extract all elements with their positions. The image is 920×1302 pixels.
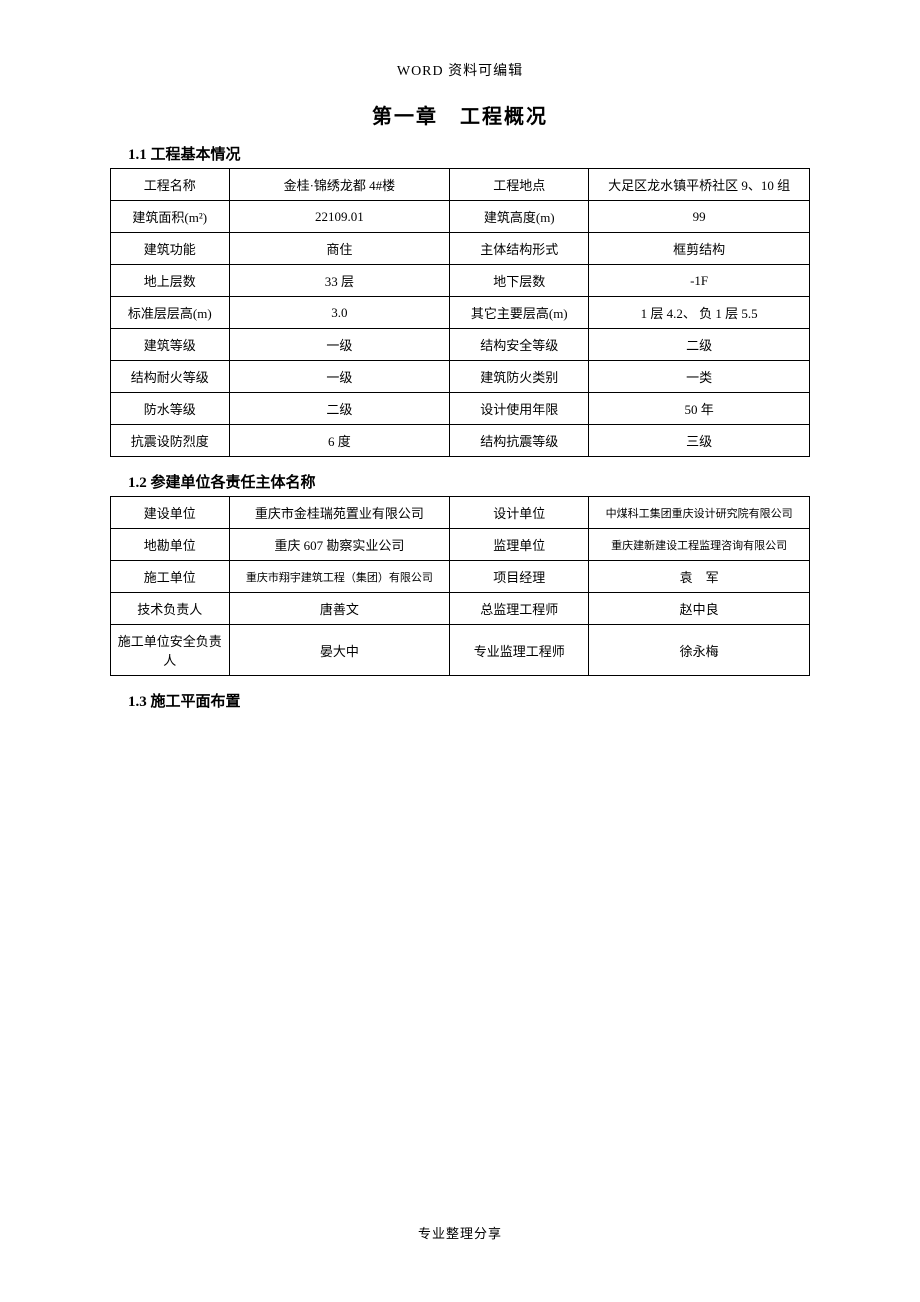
section-3-title: 1.3 施工平面布置 xyxy=(110,690,810,711)
cell-value: 中煤科工集团重庆设计研究院有限公司 xyxy=(589,497,810,529)
table-row: 结构耐火等级 一级 建筑防火类别 一类 xyxy=(111,361,810,393)
cell-value: 徐永梅 xyxy=(589,625,810,676)
cell-value: 商住 xyxy=(229,233,450,265)
table-row: 施工单位 重庆市翔宇建筑工程（集团）有限公司 项目经理 袁 军 xyxy=(111,561,810,593)
cell-value: 重庆市翔宇建筑工程（集团）有限公司 xyxy=(229,561,450,593)
cell-label: 主体结构形式 xyxy=(450,233,589,265)
cell-label: 结构耐火等级 xyxy=(111,361,230,393)
cell-value: 重庆建新建设工程监理咨询有限公司 xyxy=(589,529,810,561)
cell-value: 晏大中 xyxy=(229,625,450,676)
cell-value: 50 年 xyxy=(589,393,810,425)
section-2-title: 1.2 参建单位各责任主体名称 xyxy=(110,471,810,492)
cell-value: 三级 xyxy=(589,425,810,457)
page-header: WORD 资料可编辑 xyxy=(0,60,920,80)
table-row: 建筑等级 一级 结构安全等级 二级 xyxy=(111,329,810,361)
cell-value: 33 层 xyxy=(229,265,450,297)
cell-label: 施工单位安全负责人 xyxy=(111,625,230,676)
page-footer: 专业整理分享 xyxy=(0,1223,920,1242)
cell-value: 99 xyxy=(589,201,810,233)
table-row: 地上层数 33 层 地下层数 -1F xyxy=(111,265,810,297)
cell-label: 防水等级 xyxy=(111,393,230,425)
cell-label: 标准层层高(m) xyxy=(111,297,230,329)
cell-value: 唐善文 xyxy=(229,593,450,625)
cell-label: 设计单位 xyxy=(450,497,589,529)
table-row: 工程名称 金桂·锦绣龙都 4#楼 工程地点 大足区龙水镇平桥社区 9、10 组 xyxy=(111,169,810,201)
cell-label: 建筑高度(m) xyxy=(450,201,589,233)
cell-label: 总监理工程师 xyxy=(450,593,589,625)
cell-value: 22109.01 xyxy=(229,201,450,233)
cell-value: 一级 xyxy=(229,361,450,393)
cell-value: 一级 xyxy=(229,329,450,361)
cell-label: 建筑功能 xyxy=(111,233,230,265)
cell-label: 专业监理工程师 xyxy=(450,625,589,676)
table-row: 标准层层高(m) 3.0 其它主要层高(m) 1 层 4.2、 负 1 层 5.… xyxy=(111,297,810,329)
table-row: 建筑功能 商住 主体结构形式 框剪结构 xyxy=(111,233,810,265)
cell-value: 6 度 xyxy=(229,425,450,457)
cell-label: 设计使用年限 xyxy=(450,393,589,425)
cell-value: -1F xyxy=(589,265,810,297)
cell-value: 金桂·锦绣龙都 4#楼 xyxy=(229,169,450,201)
table-row: 抗震设防烈度 6 度 结构抗震等级 三级 xyxy=(111,425,810,457)
cell-label: 施工单位 xyxy=(111,561,230,593)
cell-value: 赵中良 xyxy=(589,593,810,625)
chapter-title: 第一章 工程概况 xyxy=(110,100,810,129)
cell-value: 二级 xyxy=(589,329,810,361)
cell-label: 地下层数 xyxy=(450,265,589,297)
cell-value: 框剪结构 xyxy=(589,233,810,265)
cell-value: 重庆 607 勘察实业公司 xyxy=(229,529,450,561)
cell-value: 重庆市金桂瑞苑置业有限公司 xyxy=(229,497,450,529)
cell-label: 监理单位 xyxy=(450,529,589,561)
cell-label: 抗震设防烈度 xyxy=(111,425,230,457)
cell-value: 1 层 4.2、 负 1 层 5.5 xyxy=(589,297,810,329)
table-row: 建设单位 重庆市金桂瑞苑置业有限公司 设计单位 中煤科工集团重庆设计研究院有限公… xyxy=(111,497,810,529)
cell-label: 项目经理 xyxy=(450,561,589,593)
cell-label: 结构安全等级 xyxy=(450,329,589,361)
cell-value: 二级 xyxy=(229,393,450,425)
cell-label: 结构抗震等级 xyxy=(450,425,589,457)
cell-value: 3.0 xyxy=(229,297,450,329)
cell-label: 工程名称 xyxy=(111,169,230,201)
cell-label: 建筑面积(m²) xyxy=(111,201,230,233)
table-row: 建筑面积(m²) 22109.01 建筑高度(m) 99 xyxy=(111,201,810,233)
cell-label: 地勘单位 xyxy=(111,529,230,561)
cell-value: 大足区龙水镇平桥社区 9、10 组 xyxy=(589,169,810,201)
cell-label: 技术负责人 xyxy=(111,593,230,625)
cell-label: 工程地点 xyxy=(450,169,589,201)
cell-label: 建设单位 xyxy=(111,497,230,529)
section-1-title: 1.1 工程基本情况 xyxy=(110,143,810,164)
cell-value: 一类 xyxy=(589,361,810,393)
main-content: 第一章 工程概况 1.1 工程基本情况 工程名称 金桂·锦绣龙都 4#楼 工程地… xyxy=(110,100,810,715)
cell-label: 建筑等级 xyxy=(111,329,230,361)
table-row: 施工单位安全负责人 晏大中 专业监理工程师 徐永梅 xyxy=(111,625,810,676)
cell-label: 地上层数 xyxy=(111,265,230,297)
responsibility-units-table: 建设单位 重庆市金桂瑞苑置业有限公司 设计单位 中煤科工集团重庆设计研究院有限公… xyxy=(110,496,810,676)
project-basic-info-table: 工程名称 金桂·锦绣龙都 4#楼 工程地点 大足区龙水镇平桥社区 9、10 组 … xyxy=(110,168,810,457)
table-row: 防水等级 二级 设计使用年限 50 年 xyxy=(111,393,810,425)
cell-label: 建筑防火类别 xyxy=(450,361,589,393)
cell-value: 袁 军 xyxy=(589,561,810,593)
cell-label: 其它主要层高(m) xyxy=(450,297,589,329)
table-row: 技术负责人 唐善文 总监理工程师 赵中良 xyxy=(111,593,810,625)
table-row: 地勘单位 重庆 607 勘察实业公司 监理单位 重庆建新建设工程监理咨询有限公司 xyxy=(111,529,810,561)
